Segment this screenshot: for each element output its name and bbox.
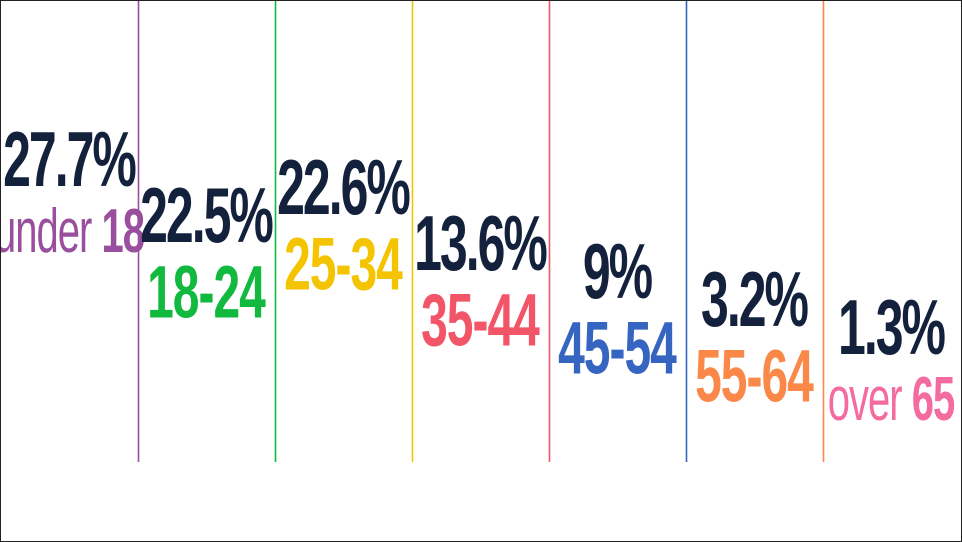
category-label: 18-24 bbox=[147, 256, 266, 331]
category-label: 55-64 bbox=[695, 340, 814, 415]
age-column: 22.5% 18-24 bbox=[138, 172, 274, 331]
value-label: 22.6% bbox=[277, 144, 411, 232]
category-number: 18 bbox=[101, 197, 144, 267]
category-number: 35-44 bbox=[421, 280, 540, 363]
value-label: 1.3% bbox=[838, 284, 946, 372]
age-column: 27.7% under 18 bbox=[1, 116, 145, 263]
value-label: 22.5% bbox=[140, 172, 274, 260]
value-label: 27.7% bbox=[3, 116, 137, 204]
value-label: 9% bbox=[582, 228, 653, 316]
category-label: 45-54 bbox=[558, 312, 677, 387]
age-column: 3.2% 55-64 bbox=[686, 256, 822, 415]
category-label: 25-34 bbox=[284, 228, 403, 303]
category-number: 65 bbox=[911, 365, 955, 435]
category-number: 55-64 bbox=[695, 336, 814, 419]
value-label: 13.6% bbox=[414, 200, 548, 288]
age-column: 22.6% 25-34 bbox=[275, 144, 411, 303]
age-column: 9% 45-54 bbox=[549, 228, 685, 387]
category-word: over bbox=[827, 365, 903, 435]
category-label: over 65 bbox=[827, 365, 955, 435]
category-number: 45-54 bbox=[558, 308, 677, 391]
age-column: 13.6% 35-44 bbox=[412, 200, 548, 359]
category-number: 25-34 bbox=[284, 224, 403, 307]
value-label: 3.2% bbox=[701, 256, 809, 344]
category-number: 18-24 bbox=[147, 252, 266, 335]
category-label: under 18 bbox=[0, 197, 145, 267]
category-label: 35-44 bbox=[421, 284, 540, 359]
age-column: 1.3% over 65 bbox=[823, 284, 959, 431]
category-word: under bbox=[0, 197, 92, 267]
